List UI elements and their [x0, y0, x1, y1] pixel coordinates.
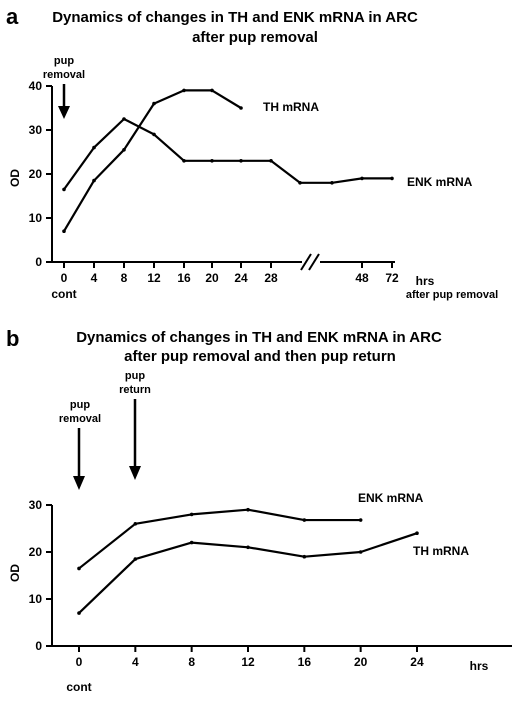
panel-a-enk-point	[62, 187, 66, 192]
panel-b-enk-point	[302, 518, 307, 522]
panel-b-y-tick-label: 10	[29, 592, 43, 606]
panel-a-enk-series-label: ENK mRNA	[407, 175, 473, 189]
panel-a-enk-point	[182, 159, 186, 163]
panel-a-th-point	[62, 229, 66, 233]
panel-a-x-tick-label: 20	[205, 271, 219, 285]
panel-b: b Dynamics of changes in TH and ENK mRNA…	[6, 326, 512, 694]
panel-b-enk-point	[189, 512, 194, 517]
panel-b-x-tick-label: 0	[76, 655, 83, 669]
panel-b-y-axis-label: OD	[8, 564, 22, 582]
panel-b-th-series-label: TH mRNA	[413, 544, 469, 558]
panel-a-y-tick-label: 30	[29, 123, 43, 137]
panel-a-x-axis-sublabel: after pup removal	[406, 289, 498, 301]
panel-b-y-tick-label: 20	[29, 545, 43, 559]
panel-a-enk-line	[63, 117, 392, 191]
panel-a-letter: a	[6, 4, 19, 29]
panel-a-th-series-label: TH mRNA	[263, 100, 319, 114]
panel-a-x-axis-label: hrs	[416, 274, 435, 288]
panel-b-x-tick-label: 24	[410, 655, 424, 669]
panel-b-x-tick-label: 12	[241, 655, 255, 669]
panel-b-x-tick-label: 4	[132, 655, 139, 669]
panel-a-annotation-line-1: pup	[54, 55, 74, 67]
panel-b-th-point	[415, 531, 419, 535]
panel-a-title-line-2: after pup removal	[192, 29, 318, 46]
panel-b-removal-annotation-line-2: removal	[59, 413, 101, 425]
panel-b-x-tick-label: 16	[298, 655, 312, 669]
panel-b-th-point	[246, 545, 250, 550]
panel-a-enk-point	[239, 159, 243, 163]
panel-a-enk-point	[122, 117, 126, 121]
panel-a-x-tick-label: 24	[234, 271, 248, 285]
panel-b-removal-annotation-line-1: pup	[70, 399, 90, 411]
panel-a-x-tick-label: 4	[91, 271, 98, 285]
panel-a-enk-point	[360, 176, 364, 181]
panel-a-y-axis-label: OD	[8, 169, 22, 187]
panel-b-x-tick-label: 20	[354, 655, 368, 669]
panel-b-enk-point	[358, 518, 363, 522]
panel-b-x-axis-label: hrs	[470, 659, 489, 673]
panel-a-x-tick-label: 72	[385, 271, 399, 285]
panel-a-th-point	[92, 178, 96, 183]
panel-a-enk-point	[269, 159, 273, 163]
panel-a-y-tick-label: 0	[35, 255, 42, 269]
panel-b-th-point	[358, 550, 363, 554]
panel-a-x-tick-label: 16	[177, 271, 191, 285]
panel-a: a Dynamics of changes in TH and ENK mRNA…	[6, 4, 498, 301]
panel-a-y-tick-label: 40	[29, 79, 43, 93]
panel-b-th-point	[77, 611, 81, 615]
panel-a-y-tick-label: 20	[29, 167, 43, 181]
panel-b-pup-return-arrow	[129, 399, 141, 480]
panel-a-th-point	[210, 88, 214, 93]
panel-b-th-point	[302, 554, 307, 559]
panel-b-th-line	[78, 532, 418, 614]
panel-b-th-point	[133, 557, 138, 561]
panel-b-enk-line	[78, 508, 361, 570]
panel-a-enk-point	[210, 159, 214, 163]
panel-a-pup-removal-arrow	[58, 84, 70, 119]
panel-b-enk-point	[246, 507, 250, 512]
panel-b-return-annotation-line-1: pup	[125, 370, 145, 382]
panel-b-y-tick-label: 30	[29, 498, 43, 512]
panel-b-pup-removal-arrow	[73, 428, 85, 490]
panel-a-th-point	[182, 88, 186, 93]
panel-b-x-cont-label: cont	[66, 680, 91, 694]
panel-a-th-point	[122, 148, 126, 152]
panel-b-enk-point	[77, 566, 81, 571]
panel-a-x-tick-label: 0	[61, 271, 68, 285]
panel-b-enk-series-label: ENK mRNA	[358, 491, 424, 505]
panel-a-th-point	[239, 106, 243, 110]
panel-a-enk-point	[92, 145, 96, 150]
panel-b-enk-point	[133, 522, 138, 526]
panel-a-x-cont-label: cont	[51, 287, 76, 301]
panel-b-letter: b	[6, 326, 19, 351]
panel-a-x-tick-label: 8	[121, 271, 128, 285]
panel-a-enk-point	[298, 181, 302, 185]
panel-a-x-tick-label: 12	[147, 271, 161, 285]
panel-a-th-point	[152, 101, 156, 106]
panel-a-x-tick-label: 48	[355, 271, 369, 285]
panel-a-enk-point	[330, 181, 334, 185]
panel-b-title-line-2: after pup removal and then pup return	[124, 348, 396, 365]
panel-a-y-tick-label: 10	[29, 211, 43, 225]
panel-b-return-annotation-line-2: return	[119, 384, 151, 396]
panel-a-title-line-1: Dynamics of changes in TH and ENK mRNA i…	[52, 9, 418, 26]
panel-a-enk-point	[390, 176, 394, 181]
panel-b-th-point	[189, 540, 194, 545]
panel-a-x-tick-label: 28	[264, 271, 278, 285]
panel-a-axis-break	[300, 253, 320, 271]
panel-b-title-line-1: Dynamics of changes in TH and ENK mRNA i…	[76, 329, 442, 346]
panel-b-x-tick-label: 8	[188, 655, 195, 669]
panel-a-enk-point	[152, 132, 156, 137]
panel-b-y-tick-label: 0	[35, 639, 42, 653]
panel-a-annotation-line-2: removal	[43, 69, 85, 81]
